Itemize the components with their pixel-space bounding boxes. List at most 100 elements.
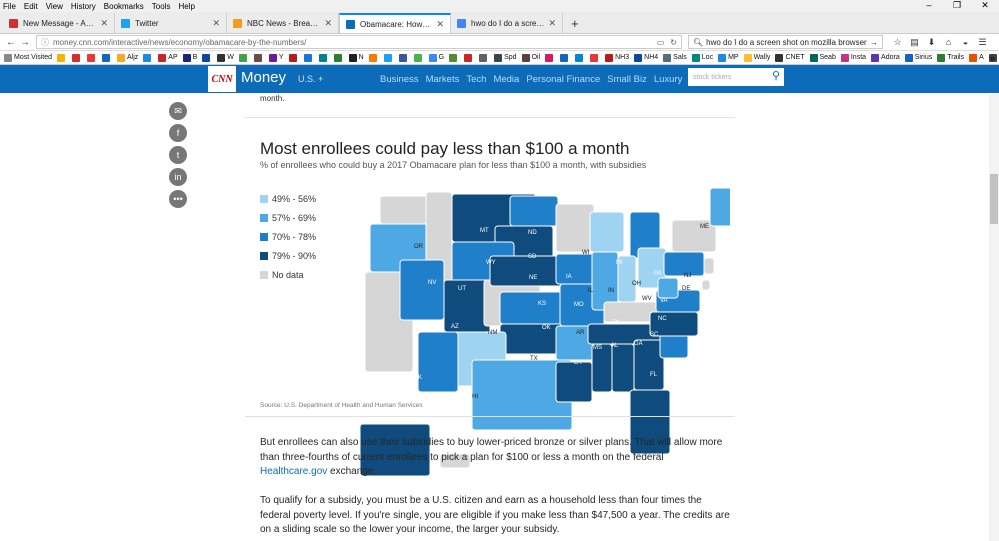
bookmark-item[interactable]: Adora [871,53,900,62]
search-bar[interactable]: 🔍︎ hwo do I do a screen shot on mozilla … [688,35,883,49]
restore-button[interactable]: ❐ [952,0,962,10]
menu-bookmarks[interactable]: Bookmarks [103,1,144,11]
state-shape-nj[interactable] [703,257,715,275]
bookmark-item[interactable] [102,53,112,62]
bookmark-item[interactable]: Insta [840,53,866,62]
state-shape-ms[interactable] [591,343,613,393]
state-shape-fl[interactable] [629,389,671,455]
bookmark-item[interactable] [318,53,329,62]
menu-edit[interactable]: Edit [23,1,38,11]
library-icon[interactable]: ▤ [910,36,919,47]
bookmark-item[interactable]: Seab [809,53,836,62]
twitter-icon[interactable]: t [169,146,187,164]
bookmark-item[interactable] [479,53,489,62]
bookmark-item[interactable]: Trails [937,53,964,62]
bookmark-item[interactable] [560,53,570,62]
bookmark-item[interactable] [464,53,474,62]
healthcare-gov-link[interactable]: Healthcare.gov [260,466,328,477]
search-go-icon[interactable]: → [870,37,878,47]
scrollbar[interactable] [989,94,999,541]
browser-tab[interactable]: NBC News - Breaking Ne...✕ [227,13,339,33]
close-tab-icon[interactable]: ✕ [100,17,108,28]
bookmark-item[interactable] [368,53,379,62]
state-shape-nv[interactable] [399,259,445,321]
bookmark-item[interactable]: Y [268,53,284,62]
hamburger-menu-icon[interactable]: ☰ [978,36,987,47]
bookmarks-overflow-icon[interactable]: » [989,52,995,63]
bookmark-item[interactable] [398,53,409,62]
nav-business[interactable]: Business [380,74,419,85]
minimize-button[interactable]: – [926,0,932,10]
state-shape-hi[interactable] [439,453,471,469]
close-tab-icon[interactable]: ✕ [212,17,220,28]
bookmark-item[interactable]: AP [158,53,178,62]
state-shape-sc[interactable] [659,333,689,359]
bookmark-item[interactable] [253,53,264,62]
money-brand[interactable]: Money [241,69,287,86]
bookmark-item[interactable]: NH3 [605,53,629,62]
bookmark-item[interactable] [413,53,424,62]
state-shape-ny[interactable] [671,219,717,253]
bookmark-item[interactable] [449,53,459,62]
state-shape-ks[interactable] [499,291,565,325]
browser-tab[interactable]: hwo do I do a screen shot ...✕ [451,13,563,33]
nav-luxury[interactable]: Luxury [653,74,683,85]
reload-icon[interactable]: ↻ [670,37,677,47]
close-tab-icon[interactable]: ✕ [324,17,332,28]
scrollbar-thumb[interactable] [990,174,998,224]
info-icon[interactable]: ⓘ [41,37,49,47]
state-shape-la[interactable] [555,361,593,403]
more-icon[interactable]: ••• [169,190,187,208]
state-shape-wi[interactable] [589,211,625,253]
bookmark-item[interactable] [87,53,97,62]
nav-small-biz[interactable]: Small Biz [607,74,647,85]
menu-tools[interactable]: Tools [151,1,171,11]
email-icon[interactable]: ✉ [169,102,187,120]
bookmark-item[interactable] [545,53,555,62]
bookmark-item[interactable] [288,53,299,62]
state-shape-nd[interactable] [509,195,559,227]
cnn-logo[interactable]: CNN [207,65,237,93]
bookmark-item[interactable] [590,53,600,62]
nav-tech[interactable]: Tech [466,74,487,85]
state-shape-ak[interactable] [360,423,431,477]
new-tab-button[interactable]: + [571,15,579,31]
linkedin-icon[interactable]: in [169,168,187,186]
bookmark-item[interactable]: MP [718,53,739,62]
bookmark-item[interactable]: Most Visited [4,53,52,62]
facebook-icon[interactable]: f [169,124,187,142]
bookmark-item[interactable] [57,53,67,62]
bookmark-item[interactable]: Spd [494,53,517,62]
nav-markets[interactable]: Markets [425,74,460,85]
bookmark-item[interactable]: NH4 [634,53,658,62]
bookmark-item[interactable]: N [348,53,364,62]
bookmark-star-icon[interactable]: ☆ [893,36,902,47]
browser-tab[interactable]: New Message - AARP Onli...✕ [3,13,115,33]
bookmark-item[interactable]: Loc [691,53,713,62]
forward-icon[interactable]: → [20,36,30,48]
bookmark-item[interactable] [383,53,394,62]
state-shape-il[interactable] [591,251,619,311]
menu-file[interactable]: File [3,1,16,11]
stock-ticker-input[interactable]: stock tickers ⚲ [688,68,784,86]
bookmark-item[interactable]: G [428,53,444,62]
bookmark-item[interactable] [72,53,82,62]
menu-history[interactable]: History [70,1,96,11]
bookmark-item[interactable]: W [217,53,234,62]
url-text[interactable]: money.cnn.com/interactive/news/economy/o… [53,37,307,47]
state-shape-wv[interactable] [657,277,679,299]
browser-tab[interactable]: Twitter ✕ [115,13,227,33]
bookmark-item[interactable] [202,53,212,62]
bookmark-item[interactable]: A [969,53,984,62]
bookmark-item[interactable]: Oil [521,53,540,62]
nav-personal-finance[interactable]: Personal Finance [526,74,601,85]
state-shape-de[interactable] [701,279,711,291]
state-shape-mn[interactable] [555,203,595,253]
bookmark-item[interactable] [333,53,344,62]
search-input[interactable]: hwo do I do a screen shot on mozilla bro… [706,37,867,47]
back-icon[interactable]: ← [6,36,16,48]
url-bar[interactable]: ⓘ money.cnn.com/interactive/news/economy… [36,35,682,49]
bookmark-item[interactable]: B [182,53,197,62]
state-shape-al[interactable] [611,343,635,393]
bookmark-item[interactable]: Wally [743,53,770,62]
